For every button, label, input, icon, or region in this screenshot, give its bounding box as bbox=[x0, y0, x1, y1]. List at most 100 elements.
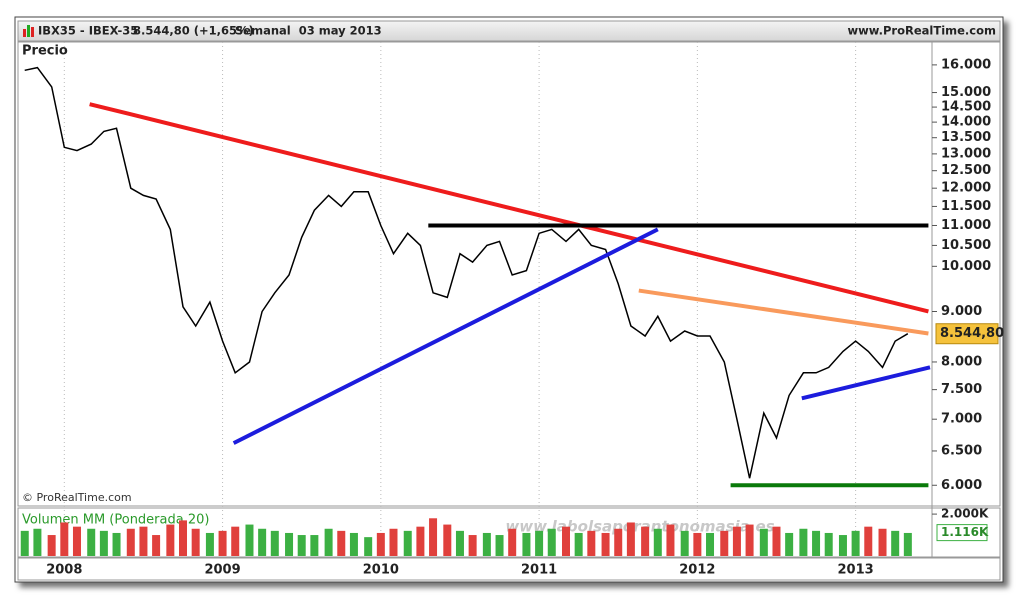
volume-bar bbox=[270, 530, 279, 556]
volume-bar bbox=[508, 528, 517, 556]
trendline bbox=[89, 102, 929, 314]
volume-bar bbox=[99, 530, 108, 556]
site: www.ProRealTime.com bbox=[847, 24, 996, 38]
header-bar bbox=[17, 20, 1001, 42]
volume-bar bbox=[745, 524, 754, 556]
volume-bar bbox=[349, 532, 358, 556]
volume-bar bbox=[574, 532, 583, 556]
volume-bar bbox=[626, 522, 635, 556]
volume-bar bbox=[389, 528, 398, 556]
volume-bar bbox=[179, 520, 188, 556]
volume-bar bbox=[403, 530, 412, 556]
volume-bar bbox=[732, 526, 741, 556]
volume-bar bbox=[693, 532, 702, 556]
volume-bar bbox=[864, 526, 873, 556]
volume-bar bbox=[455, 530, 464, 556]
volume-bar bbox=[587, 530, 596, 556]
y-tick-label: 10.000 bbox=[941, 259, 991, 274]
volume-bar bbox=[838, 535, 847, 556]
volume-bar bbox=[376, 532, 385, 556]
volume-last-label: 1.116K bbox=[941, 525, 989, 539]
volume-bar bbox=[522, 532, 531, 556]
volume-bar bbox=[310, 535, 319, 556]
trendline bbox=[638, 288, 929, 336]
volume-bar bbox=[785, 532, 794, 556]
volume-bar bbox=[812, 530, 821, 556]
volume-bar bbox=[535, 530, 544, 556]
y-tick-label: 14.500 bbox=[941, 100, 991, 115]
price-line bbox=[24, 66, 909, 479]
volume-bar bbox=[87, 528, 96, 556]
volume-last-box bbox=[936, 524, 988, 542]
copyright: © ProRealTime.com bbox=[22, 491, 132, 504]
volume-bar bbox=[891, 530, 900, 556]
period: Semanal 03 may 2013 bbox=[235, 24, 382, 38]
volume-bar bbox=[245, 524, 254, 556]
volume-bar bbox=[878, 528, 887, 556]
volume-bar bbox=[495, 535, 504, 556]
volume-bar bbox=[614, 528, 623, 556]
volume-tick-label: 2.000K bbox=[941, 507, 989, 521]
volume-bar bbox=[191, 528, 200, 556]
y-tick-label: 9.000 bbox=[941, 304, 982, 319]
volume-bar bbox=[285, 532, 294, 556]
volume-bar bbox=[772, 526, 781, 556]
volume-bar bbox=[231, 526, 240, 556]
volume-bar bbox=[759, 528, 768, 556]
y-tick-label: 13.500 bbox=[941, 130, 991, 145]
x-tick-label: 2008 bbox=[46, 563, 82, 578]
volume-bar bbox=[20, 530, 29, 556]
volume-bar bbox=[112, 532, 121, 556]
volume-bar bbox=[641, 526, 650, 556]
watermark: www.labolsaporantonomasia.es bbox=[505, 518, 774, 536]
y-tick-label: 6.500 bbox=[941, 443, 982, 458]
series-label: Precio bbox=[22, 44, 68, 59]
volume-bar bbox=[324, 528, 333, 556]
volume-bar bbox=[547, 528, 556, 556]
volume-bar bbox=[653, 528, 662, 556]
volume-label: Volumen MM (Ponderada 20) bbox=[22, 513, 209, 528]
y-tick-label: 12.000 bbox=[941, 181, 991, 196]
volume-bar bbox=[706, 532, 715, 556]
y-tick-label: 16.000 bbox=[941, 57, 991, 72]
y-tick-label: 7.000 bbox=[941, 412, 982, 427]
x-tick-label: 2012 bbox=[679, 563, 715, 578]
y-tick-label: 8.000 bbox=[941, 354, 982, 369]
y-tick-label: 7.500 bbox=[941, 382, 982, 397]
last-value-box bbox=[935, 323, 999, 345]
volume-bar bbox=[126, 528, 135, 556]
price-panel bbox=[17, 41, 1001, 507]
volume-bar bbox=[205, 532, 214, 556]
volume-bar bbox=[482, 532, 491, 556]
x-tick-label: 2010 bbox=[363, 563, 399, 578]
volume-bar bbox=[166, 524, 175, 556]
x-axis-panel bbox=[17, 557, 1001, 581]
y-tick-label: 12.500 bbox=[941, 163, 991, 178]
quote: 8.544,80 (+1,65%) bbox=[133, 24, 254, 38]
volume-bar bbox=[562, 526, 570, 556]
x-tick-label: 2009 bbox=[204, 563, 240, 578]
volume-bar bbox=[429, 518, 438, 556]
volume-bar bbox=[297, 535, 306, 556]
logo bbox=[23, 25, 34, 37]
trendline bbox=[232, 227, 659, 445]
volume-bar bbox=[364, 537, 373, 556]
volume-bar bbox=[72, 526, 81, 556]
volume-bar bbox=[903, 532, 912, 556]
volume-bar bbox=[33, 528, 42, 556]
y-tick-label: 15.000 bbox=[941, 85, 991, 100]
volume-bar bbox=[799, 528, 808, 556]
volume-bar bbox=[337, 530, 346, 556]
y-tick-label: 13.000 bbox=[941, 146, 991, 161]
volume-bar bbox=[258, 528, 267, 556]
volume-bar bbox=[47, 535, 56, 556]
volume-bar bbox=[824, 532, 833, 556]
volume-bar bbox=[218, 530, 227, 556]
volume-bar bbox=[468, 535, 477, 556]
volume-bar bbox=[139, 526, 148, 556]
last-value-label: 8.544,80 bbox=[940, 326, 1004, 341]
volume-bar bbox=[720, 530, 729, 556]
x-tick-label: 2011 bbox=[521, 563, 557, 578]
volume-bar bbox=[416, 526, 425, 556]
